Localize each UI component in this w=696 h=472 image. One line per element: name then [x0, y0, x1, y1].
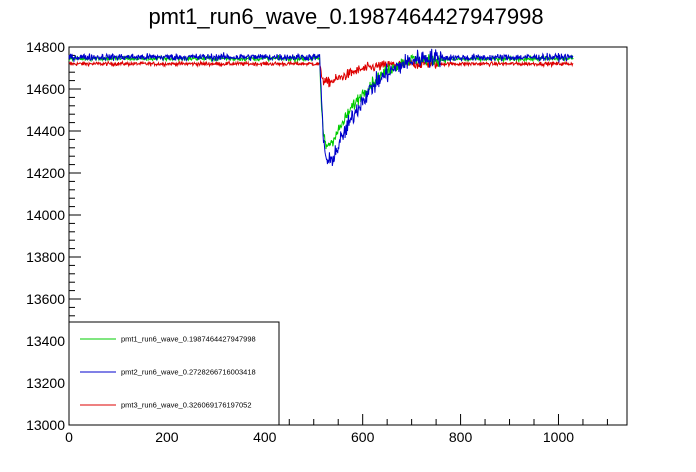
x-tick-label: 1000 — [543, 429, 574, 445]
x-axis: 0 200 400 600 800 1000 — [65, 414, 608, 445]
y-tick-label: 13800 — [26, 249, 65, 265]
y-tick-label: 14000 — [26, 207, 65, 223]
legend-label-pmt3: pmt3_run6_wave_0.326069176197052 — [121, 401, 252, 410]
y-tick-label: 14200 — [26, 165, 65, 181]
legend: pmt1_run6_wave_0.1987464427947998 pmt2_r… — [68, 321, 280, 426]
series-layer — [68, 48, 574, 167]
y-tick-label: 14800 — [26, 39, 65, 55]
x-tick-label: 200 — [155, 429, 179, 445]
y-tick-label: 14400 — [26, 123, 65, 139]
y-tick-label: 13600 — [26, 291, 65, 307]
y-tick-label: 13000 — [26, 417, 65, 433]
series-line-pmt3 — [68, 57, 574, 88]
y-tick-label: 13200 — [26, 375, 65, 391]
x-tick-label: 400 — [253, 429, 277, 445]
legend-label-pmt2: pmt2_run6_wave_0.2728266716003418 — [121, 368, 256, 377]
series-line-pmt2 — [68, 48, 574, 167]
x-tick-label: 600 — [351, 429, 375, 445]
x-tick-label: 0 — [65, 429, 73, 445]
y-tick-label: 14600 — [26, 81, 65, 97]
y-tick-label: 13400 — [26, 333, 65, 349]
x-tick-label: 800 — [449, 429, 473, 445]
legend-label-pmt1: pmt1_run6_wave_0.1987464427947998 — [121, 335, 256, 344]
chart-title: pmt1_run6_wave_0.1987464427947998 — [148, 4, 543, 29]
y-axis: 13000 13200 13400 13600 13800 14000 14200 14400… — [26, 39, 81, 433]
